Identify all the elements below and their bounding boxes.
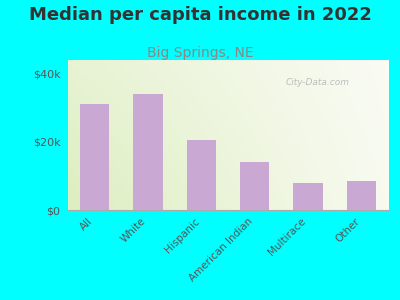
Bar (347, 181, 376, 210)
Bar (80, 104, 109, 210)
Text: Median per capita income in 2022: Median per capita income in 2022 (28, 6, 372, 24)
Text: City-Data.com: City-Data.com (286, 78, 350, 87)
Bar (187, 140, 216, 210)
Bar (240, 162, 269, 210)
Text: Big Springs, NE: Big Springs, NE (147, 46, 253, 61)
Bar (133, 94, 163, 210)
Bar (293, 183, 323, 210)
